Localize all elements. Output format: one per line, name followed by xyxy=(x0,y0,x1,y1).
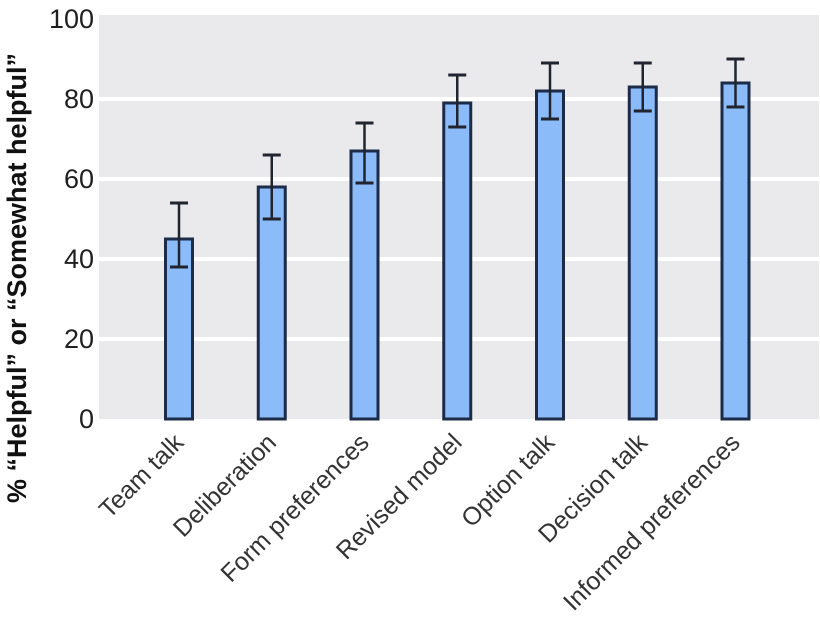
y-tick-label-0: 0 xyxy=(79,404,94,434)
y-tick-label-40: 40 xyxy=(64,244,94,274)
bar-2 xyxy=(256,185,287,421)
bar-3 xyxy=(349,149,380,421)
y-tick-label-20: 20 xyxy=(64,324,94,354)
bar-5 xyxy=(535,89,565,421)
y-axis-title: % “Helpful” or “Somewhat helpful” xyxy=(2,53,32,503)
y-tick-label-60: 60 xyxy=(64,164,94,194)
bar-6 xyxy=(627,85,658,421)
x-category-label-7: Informed preferences xyxy=(558,428,746,616)
y-tick-label-80: 80 xyxy=(64,84,94,114)
bar-1 xyxy=(164,237,194,421)
y-tick-label-100: 100 xyxy=(49,4,94,34)
x-category-label-1: Team talk xyxy=(94,428,190,524)
bar-4 xyxy=(442,101,473,421)
bar-7 xyxy=(720,81,751,421)
